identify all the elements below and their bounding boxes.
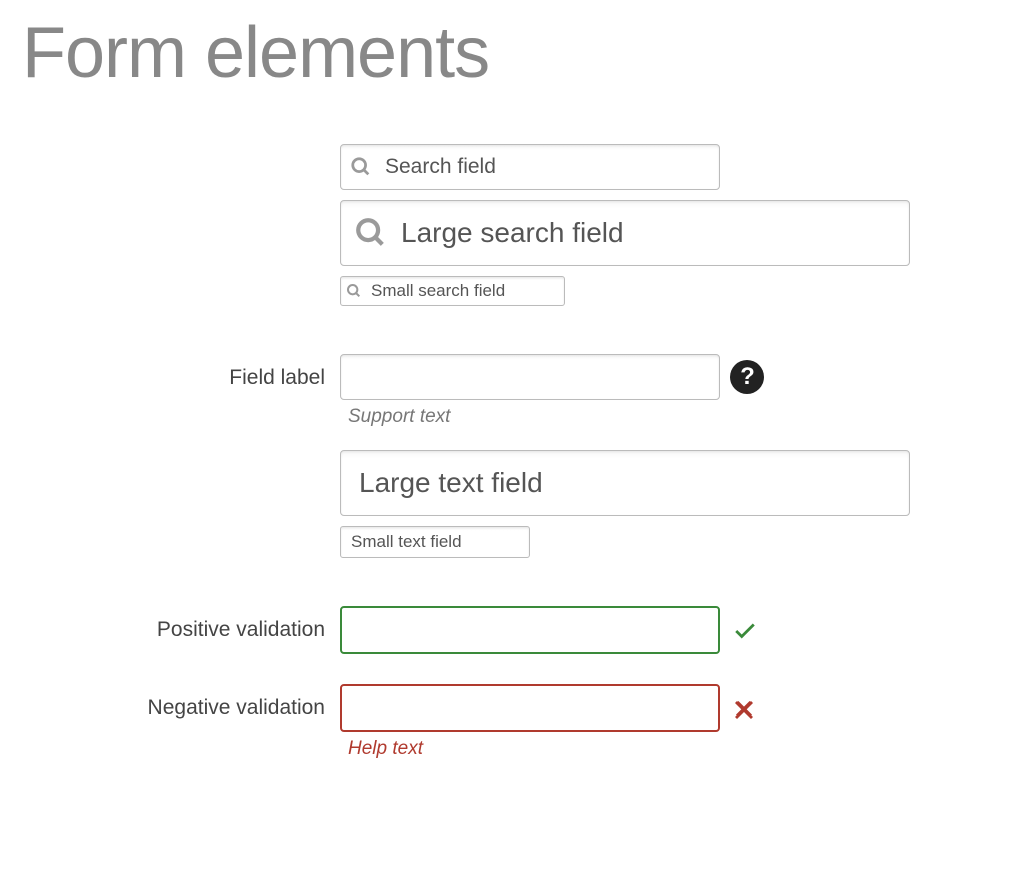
support-text: Support text bbox=[348, 406, 994, 428]
positive-validation-label: Positive validation bbox=[140, 618, 325, 642]
text-input-large[interactable] bbox=[340, 450, 910, 516]
text-input[interactable] bbox=[340, 354, 720, 400]
help-icon[interactable]: ? bbox=[730, 360, 764, 394]
negative-validation-input[interactable] bbox=[340, 684, 720, 732]
negative-validation-label: Negative validation bbox=[140, 696, 325, 720]
search-input-small[interactable] bbox=[340, 276, 565, 306]
error-help-text: Help text bbox=[348, 738, 994, 760]
search-input-large[interactable] bbox=[340, 200, 910, 266]
field-label: Field label bbox=[140, 366, 325, 390]
page-title: Form elements bbox=[0, 0, 1024, 94]
check-icon bbox=[732, 617, 758, 643]
positive-validation-input[interactable] bbox=[340, 606, 720, 654]
x-icon bbox=[732, 696, 756, 720]
search-input[interactable] bbox=[340, 144, 720, 190]
text-input-small[interactable] bbox=[340, 526, 530, 558]
